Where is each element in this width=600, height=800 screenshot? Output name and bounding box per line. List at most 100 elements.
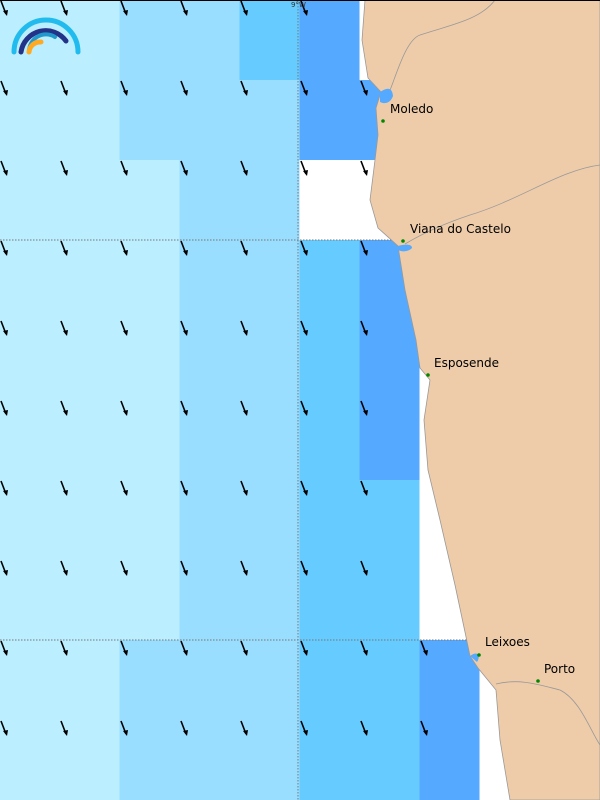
arrow-head [243, 570, 248, 576]
arrow-head [123, 570, 128, 576]
arrow-head [243, 170, 248, 176]
grid-cell [59, 240, 121, 320]
grid-cell [59, 160, 121, 240]
grid-cell [359, 560, 421, 640]
estuary [380, 88, 393, 104]
grid-cell [359, 480, 421, 560]
arrow-head [243, 10, 248, 16]
estuary [470, 653, 479, 662]
arrow-head [183, 410, 188, 416]
longitude-label: 9°W [291, 1, 306, 9]
arrow-head [183, 730, 188, 736]
rainbow-logo-icon [11, 17, 81, 55]
river [495, 681, 600, 746]
grid-cell [239, 160, 301, 240]
grid-cell [119, 640, 181, 720]
arrow-head [363, 90, 368, 96]
arrow-head [183, 570, 188, 576]
arrow-head [303, 490, 308, 496]
grid-cell [239, 480, 301, 560]
arrow-head [303, 170, 308, 176]
arrow-head [123, 410, 128, 416]
grid-cell [299, 400, 361, 480]
grid-cell [119, 720, 181, 800]
grid-cell [299, 640, 361, 720]
arrow-head [3, 730, 8, 736]
arrow-head [363, 490, 368, 496]
grid-cell [179, 720, 241, 800]
grid-cell [119, 480, 181, 560]
arrow-head [63, 250, 68, 256]
grid-cell [59, 560, 121, 640]
estuary [398, 244, 412, 252]
arrow-head [303, 650, 308, 656]
arrow-head [423, 730, 428, 736]
river [404, 164, 600, 245]
grid-cell [59, 720, 121, 800]
arrow-head [3, 90, 8, 96]
place-label-esposende: Esposende [434, 356, 500, 370]
grid-cell [239, 80, 301, 160]
grid-cell [119, 320, 181, 400]
grid-cell [239, 240, 301, 320]
arrow-head [123, 170, 128, 176]
arrow-head [123, 250, 128, 256]
grid-cell [179, 240, 241, 320]
arrow-head [3, 170, 8, 176]
arrow-head [183, 650, 188, 656]
grid-cell [0, 400, 61, 480]
grid-cell [299, 720, 361, 800]
grid-cell [179, 0, 241, 80]
arrow-head [363, 250, 368, 256]
grid-cell [179, 400, 241, 480]
arrow-head [63, 170, 68, 176]
grid-cell [119, 400, 181, 480]
arrow-head [63, 650, 68, 656]
arrow-head [3, 250, 8, 256]
arrow-head [63, 730, 68, 736]
grid-cell [119, 160, 181, 240]
arrow-head [243, 650, 248, 656]
arrow-head [123, 10, 128, 16]
place-marker [536, 679, 540, 683]
arrow-head [3, 650, 8, 656]
arrow-head [123, 730, 128, 736]
arrow-head [123, 330, 128, 336]
arrow-head [63, 90, 68, 96]
arrow-head [303, 250, 308, 256]
grid-cell [179, 160, 241, 240]
grid-cell [239, 640, 301, 720]
grid-cell [119, 240, 181, 320]
arrow-head [303, 570, 308, 576]
grid-cell [59, 320, 121, 400]
arrow-head [183, 490, 188, 496]
arrow-head [363, 570, 368, 576]
grid-cell [239, 400, 301, 480]
arrow-head [3, 410, 8, 416]
place-marker [401, 239, 405, 243]
grid-cell [119, 0, 181, 80]
grid-cell [299, 480, 361, 560]
arrow-head [3, 330, 8, 336]
grid-cell [119, 560, 181, 640]
arrow-head [303, 90, 308, 96]
grid-cell [0, 320, 61, 400]
arrow-head [183, 250, 188, 256]
arrow-head [3, 10, 8, 16]
arrow-head [303, 10, 308, 16]
grid-cell [239, 720, 301, 800]
arrow-head [63, 10, 68, 16]
arrow-head [363, 730, 368, 736]
place-marker [477, 653, 481, 657]
arrow-head [243, 250, 248, 256]
grid-cell [0, 560, 61, 640]
grid-cell [0, 0, 61, 80]
arrow-head [123, 490, 128, 496]
grid-cell [59, 480, 121, 560]
arrow-head [63, 490, 68, 496]
place-label-leixoes: Leixoes [485, 635, 530, 649]
arrow-head [243, 730, 248, 736]
arrow-head [423, 650, 428, 656]
arrow-head [123, 650, 128, 656]
